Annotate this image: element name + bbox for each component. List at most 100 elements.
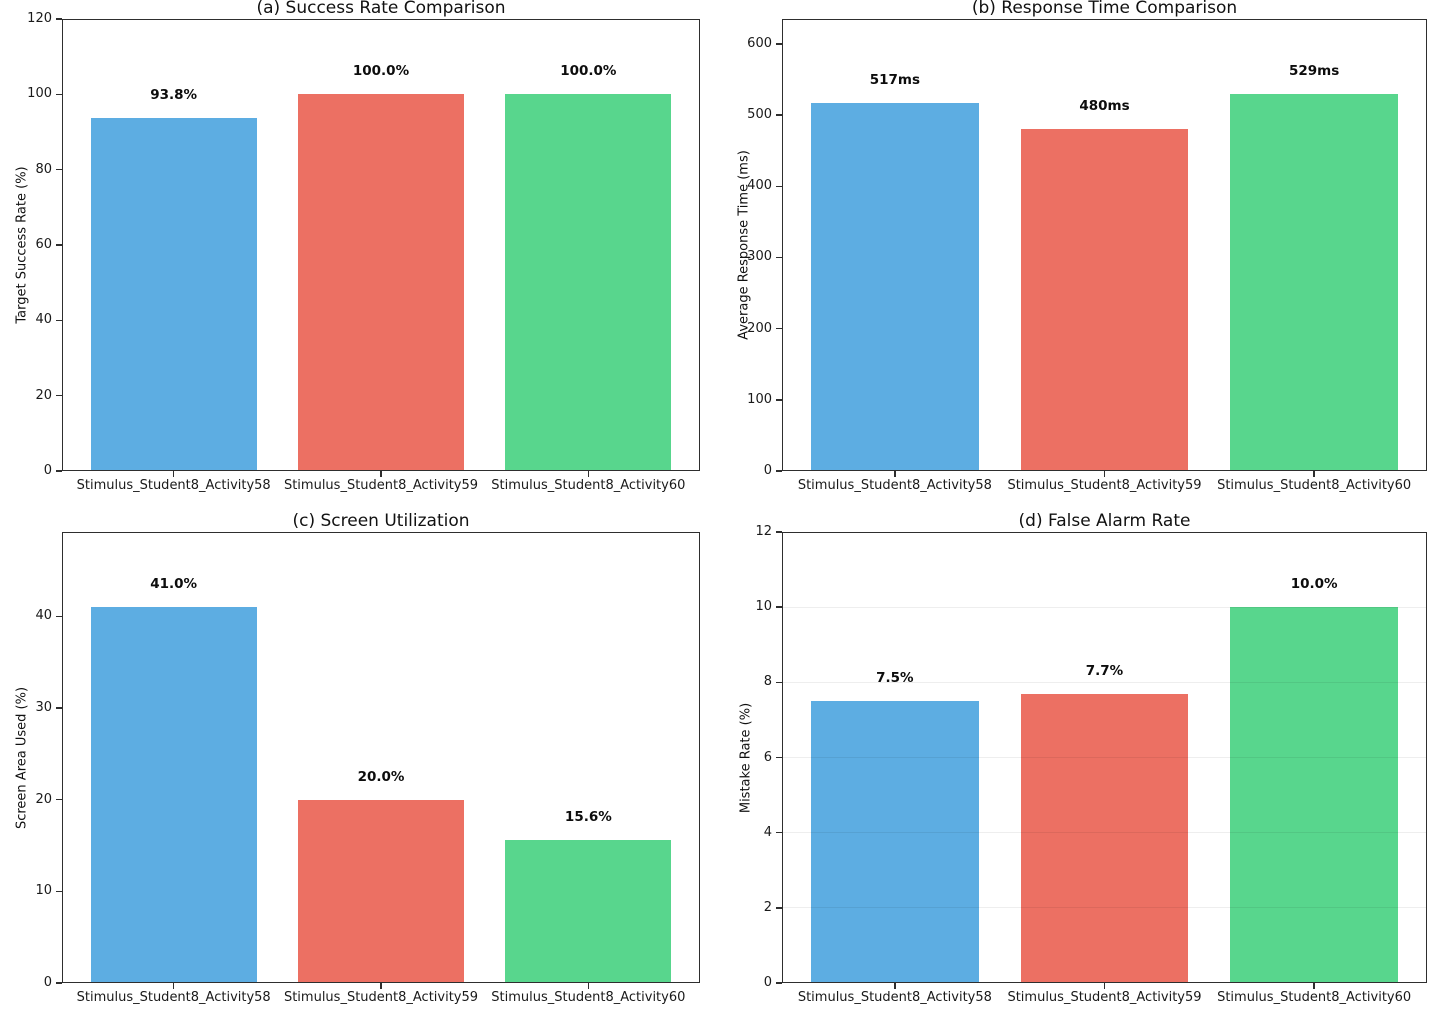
y-tick-mark [56,707,62,709]
x-tick-label: Stimulus_Student8_Activity58 [76,478,271,493]
bar-value-label: 480ms [1079,98,1130,115]
y-tick-label: 10 [755,599,772,615]
chart-success-rate-comparison: (a) Success Rate Comparison Target Succe… [15,0,700,493]
bar [811,102,979,471]
y-tick-mark [776,531,782,533]
bar [298,799,464,983]
y-tick-mark [56,93,62,96]
bar-value-label: 15.6% [564,809,612,825]
y-tick-label: 100 [27,86,52,102]
y-tick-mark [776,114,782,116]
x-tick-label: Stimulus_Student8_Activity59 [283,990,479,1005]
x-tick-label: Stimulus_Student8_Activity60 [1217,990,1412,1005]
bar [1020,129,1189,471]
y-tick-label: 120 [27,11,52,26]
bar-value-label: 100.0% [352,63,410,80]
chart-title: (d) False Alarm Rate [1018,511,1191,531]
x-tick-mark [172,471,175,477]
y-tick-label: 100 [747,391,772,407]
bar-value-label: 517ms [869,71,921,88]
x-tick-mark [1103,983,1106,989]
bar [1230,607,1398,983]
bar [505,94,672,471]
bar [90,607,257,983]
y-tick-mark [776,907,782,909]
y-tick-mark [56,890,62,893]
y-tick-mark [776,399,782,401]
y-tick-mark [776,256,782,259]
bar [1020,693,1189,983]
y-tick-label: 0 [763,463,772,478]
x-tick-label: Stimulus_Student8_Activity60 [491,478,686,493]
y-tick-mark [56,168,62,171]
bar-value-label: 7.7% [1085,662,1124,679]
y-tick-mark [56,798,62,801]
x-tick-label: Stimulus_Student8_Activity60 [491,990,686,1005]
bar [505,840,672,983]
x-tick-mark [1313,983,1315,989]
bar-value-label: 41.0% [150,576,198,593]
gridline [782,907,1427,909]
y-tick-label: 20 [35,387,52,403]
y-tick-label: 6 [763,749,772,765]
bar [811,701,979,983]
bar-value-label: 93.8% [150,86,198,103]
y-tick-label: 600 [747,35,772,51]
y-tick-label: 12 [755,524,772,539]
y-tick-label: 8 [763,674,772,690]
bar-value-label: 7.5% [876,670,914,687]
bar [90,117,257,471]
x-tick-mark [894,471,896,477]
y-tick-mark [776,982,782,984]
y-tick-mark [56,18,62,20]
x-tick-mark [1313,471,1315,477]
x-tick-mark [172,983,175,989]
y-tick-mark [56,615,62,618]
x-tick-label: Stimulus_Student8_Activity59 [1007,990,1202,1005]
x-tick-label: Stimulus_Student8_Activity58 [76,990,271,1005]
y-tick-label: 4 [763,824,772,840]
y-tick-label: 30 [35,700,52,715]
y-tick-mark [776,831,782,834]
y-tick-label: 400 [747,178,772,194]
x-tick-mark [1103,471,1106,477]
x-tick-label: Stimulus_Student8_Activity58 [797,990,992,1005]
y-tick-mark [776,681,782,684]
chart-title: (b) Response Time Comparison [971,0,1238,18]
y-tick-label: 80 [35,161,52,177]
x-tick-mark [894,983,896,989]
y-tick-label: 200 [747,320,772,336]
y-tick-label: 10 [35,883,52,899]
gridline [782,681,1427,683]
y-tick-label: 2 [763,899,772,915]
bar [298,94,464,471]
y-tick-mark [776,327,782,330]
bar-value-label: 20.0% [357,768,405,785]
x-tick-mark [380,471,382,477]
y-tick-label: 40 [35,608,52,624]
y-tick-mark [56,982,62,984]
x-tick-label: Stimulus_Student8_Activity59 [283,478,479,493]
y-tick-label: 20 [35,791,52,807]
x-tick-label: Stimulus_Student8_Activity58 [797,478,992,493]
y-tick-label: 300 [747,249,772,265]
gridline [782,832,1427,834]
bar-value-label: 10.0% [1290,576,1338,593]
bar [1230,94,1398,471]
y-tick-label: 0 [43,975,52,990]
chart-title: (c) Screen Utilization [292,511,470,531]
chart-title: (a) Success Rate Comparison [256,0,506,18]
bar-value-label: 529ms [1288,63,1340,80]
y-tick-mark [776,470,782,472]
gridline [782,606,1427,608]
y-tick-mark [56,319,62,322]
y-tick-mark [776,756,782,759]
x-tick-label: Stimulus_Student8_Activity59 [1007,478,1202,493]
x-tick-mark [587,471,590,477]
y-tick-mark [56,470,62,472]
x-tick-label: Stimulus_Student8_Activity60 [1217,478,1412,493]
y-tick-label: 500 [747,107,772,123]
gridline [782,757,1427,758]
